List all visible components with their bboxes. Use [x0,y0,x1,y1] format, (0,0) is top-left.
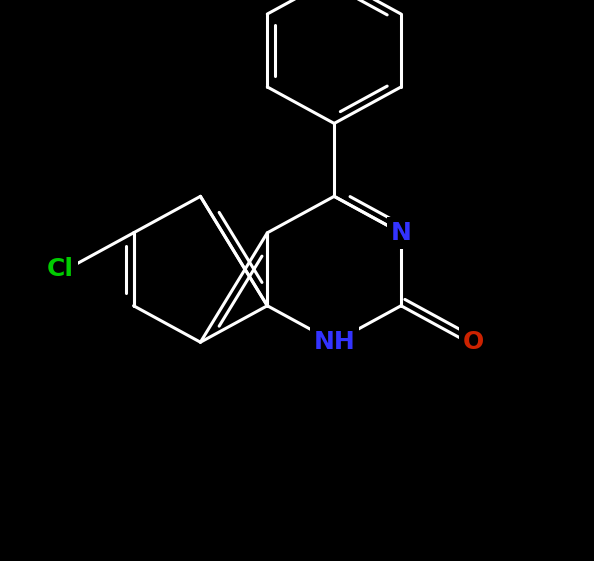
Text: NH: NH [313,330,355,354]
Text: Cl: Cl [48,257,74,281]
Text: N: N [391,221,412,245]
Text: O: O [463,330,485,354]
